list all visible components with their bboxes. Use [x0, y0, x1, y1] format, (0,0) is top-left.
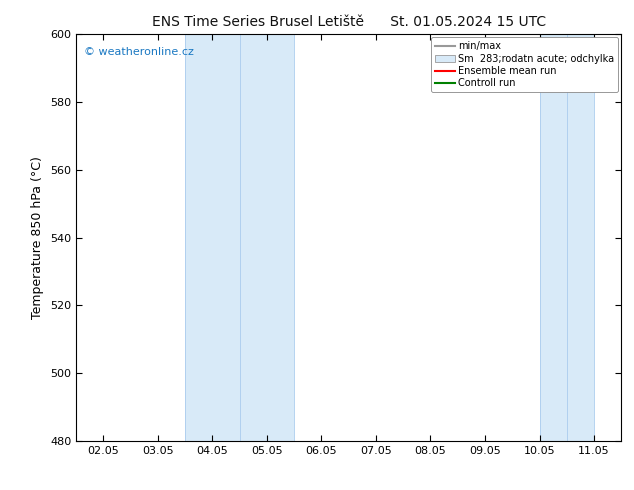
Bar	[540, 34, 594, 441]
Y-axis label: Temperature 850 hPa (°C): Temperature 850 hPa (°C)	[32, 156, 44, 319]
Bar	[185, 34, 294, 441]
Legend: min/max, Sm  283;rodatn acute; odchylka, Ensemble mean run, Controll run: min/max, Sm 283;rodatn acute; odchylka, …	[431, 37, 618, 92]
Text: © weatheronline.cz: © weatheronline.cz	[84, 47, 194, 56]
Title: ENS Time Series Brusel Letiště      St. 01.05.2024 15 UTC: ENS Time Series Brusel Letiště St. 01.05…	[152, 15, 546, 29]
